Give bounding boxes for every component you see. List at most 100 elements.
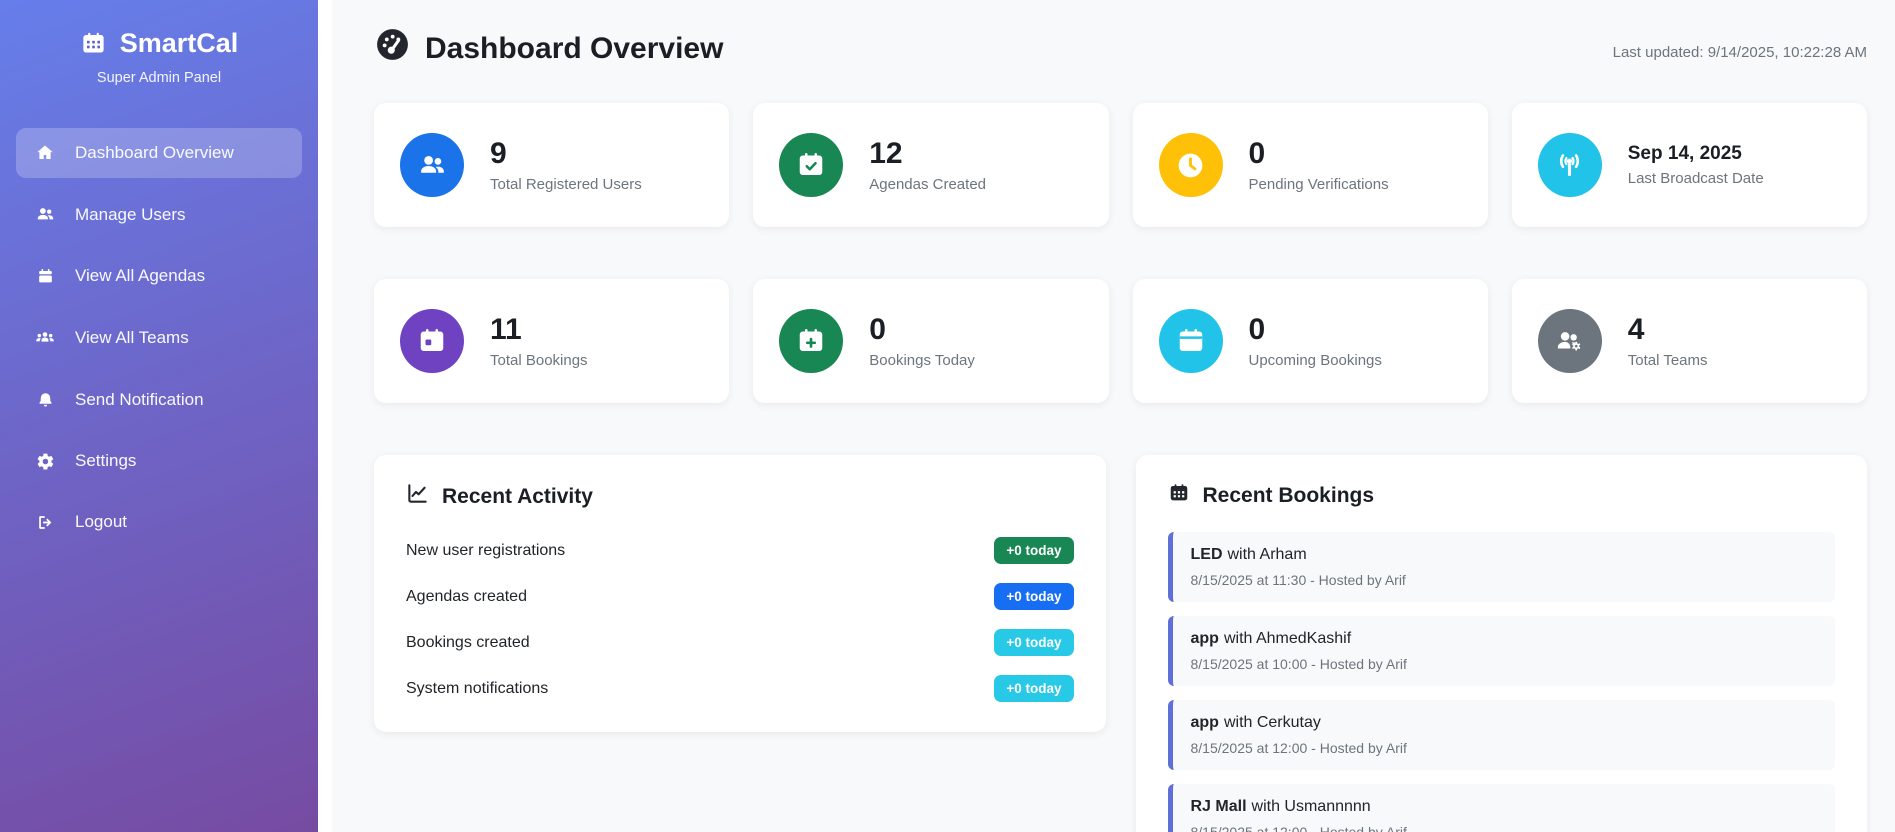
- activity-row: New user registrations +0 today: [406, 537, 1074, 564]
- stat-value: 0: [1248, 312, 1266, 346]
- sidebar-item-manage-users[interactable]: Manage Users: [16, 189, 302, 240]
- activity-label: Bookings created: [406, 633, 530, 651]
- sidebar-item-label: Send Notification: [75, 390, 204, 409]
- stat-card-upcoming-bookings: 0 Upcoming Bookings: [1132, 279, 1488, 403]
- recent-activity-title-text: Recent Activity: [442, 484, 593, 508]
- activity-row: Agendas created +0 today: [406, 583, 1074, 610]
- booking-detail: 8/15/2025 at 10:00 - Hosted by Arif: [1190, 656, 1407, 672]
- booking-name: RJ Mall: [1190, 798, 1247, 815]
- stat-card-total-registered-users: 9 Total Registered Users: [374, 103, 730, 227]
- bell-icon: [34, 391, 56, 410]
- booking-name: app: [1190, 714, 1219, 731]
- stat-label: Last Broadcast Date: [1627, 169, 1764, 187]
- stat-card-bookings-today: 0 Bookings Today: [753, 279, 1109, 403]
- booking-with: with Usmannnnn: [1251, 798, 1371, 815]
- booking-item: app with AhmedKashif 8/15/2025 at 10:00 -…: [1167, 616, 1835, 686]
- calendar-plus-icon: [779, 309, 844, 373]
- recent-activity-panel: Recent Activity New user registrations +…: [374, 455, 1106, 732]
- page-title-text: Dashboard Overview: [425, 31, 724, 65]
- booking-list: LED with Arham 8/15/2025 at 11:30 - Hoste…: [1167, 532, 1835, 832]
- broadcast-tower-icon: [1537, 133, 1602, 197]
- chart-line-icon: [406, 482, 429, 511]
- sidebar-item-dashboard-overview[interactable]: Dashboard Overview: [16, 128, 302, 178]
- activity-row: System notifications +0 today: [406, 675, 1074, 702]
- logout-icon: [34, 513, 56, 532]
- users-icon: [34, 204, 56, 225]
- sidebar-item-view-all-agendas[interactable]: View All Agendas: [16, 251, 302, 301]
- stat-card-last-broadcast-date: Sep 14, 2025 Last Broadcast Date: [1511, 103, 1867, 227]
- stat-label: Upcoming Bookings: [1248, 352, 1382, 370]
- page-header: Dashboard Overview Last updated: 9/14/20…: [374, 0, 1867, 71]
- stat-card-agendas-created: 12 Agendas Created: [753, 103, 1109, 227]
- sidebar-item-label: View All Agendas: [75, 266, 206, 285]
- booking-with: with Cerkutay: [1223, 714, 1321, 731]
- activity-badge: +0 today: [994, 537, 1074, 564]
- main-content: Dashboard Overview Last updated: 9/14/20…: [318, 0, 1895, 832]
- calendar-icon: [1158, 309, 1223, 373]
- booking-item: RJ Mall with Usmannnnn 8/15/2025 at 12:00…: [1167, 784, 1835, 832]
- calendar-icon: [34, 267, 56, 286]
- recent-activity-title: Recent Activity: [406, 482, 1074, 511]
- activity-badge: +0 today: [994, 629, 1074, 656]
- calendar-day-icon: [400, 309, 464, 373]
- stat-value: 0: [1248, 136, 1266, 170]
- sidebar-item-label: Manage Users: [75, 204, 186, 224]
- sidebar-item-label: Logout: [75, 512, 127, 531]
- sidebar-subtitle: Super Admin Panel: [96, 70, 222, 86]
- stat-label: Total Bookings: [490, 352, 588, 370]
- stat-card-pending-verifications: 0 Pending Verifications: [1132, 103, 1488, 227]
- sidebar-nav: Dashboard Overview Manage Users View All…: [0, 128, 318, 547]
- home-icon: [34, 143, 56, 163]
- app-logo: SmartCal: [0, 0, 318, 59]
- booking-item: LED with Arham 8/15/2025 at 11:30 - Hoste…: [1167, 532, 1835, 602]
- activity-label: System notifications: [406, 679, 549, 697]
- stat-card-total-teams: 4 Total Teams: [1511, 279, 1867, 403]
- stats-grid: 9 Total Registered Users 12 Agendas Crea…: [374, 103, 1867, 403]
- activity-label: Agendas created: [406, 587, 527, 605]
- stat-value: 9: [490, 136, 507, 170]
- booking-name: app: [1190, 630, 1219, 647]
- sidebar-item-settings[interactable]: Settings: [16, 436, 302, 486]
- activity-row: Bookings created +0 today: [406, 629, 1074, 656]
- sidebar-item-send-notification[interactable]: Send Notification: [16, 375, 302, 425]
- stat-value: 4: [1627, 312, 1645, 346]
- calendar-days-icon: [1168, 482, 1190, 510]
- stat-card-total-bookings: 11 Total Bookings: [374, 279, 730, 403]
- calendar-logo-icon: [80, 30, 107, 57]
- stat-value: Sep 14, 2025: [1627, 143, 1742, 165]
- recent-bookings-title-text: Recent Bookings: [1202, 484, 1375, 507]
- activity-list: New user registrations +0 today Agendas …: [406, 537, 1074, 702]
- calendar-check-icon: [779, 133, 844, 197]
- stat-value: 12: [869, 136, 903, 170]
- stat-label: Agendas Created: [869, 176, 986, 194]
- booking-with: with AhmedKashif: [1223, 630, 1352, 647]
- sidebar-item-label: Dashboard Overview: [75, 143, 234, 162]
- page-title: Dashboard Overview: [374, 26, 723, 71]
- sidebar-item-logout[interactable]: Logout: [16, 497, 302, 547]
- tachometer-icon: [374, 26, 411, 71]
- stat-label: Total Registered Users: [490, 176, 642, 194]
- gear-icon: [34, 452, 56, 471]
- stat-label: Bookings Today: [869, 352, 975, 370]
- stat-value: 11: [490, 312, 522, 346]
- activity-badge: +0 today: [994, 675, 1074, 702]
- stat-label: Total Teams: [1627, 352, 1708, 370]
- activity-label: New user registrations: [406, 541, 566, 559]
- booking-name: LED: [1190, 546, 1223, 563]
- clock-icon: [1158, 133, 1223, 197]
- booking-detail: 8/15/2025 at 11:30 - Hosted by Arif: [1190, 572, 1406, 588]
- last-updated-text: Last updated: 9/14/2025, 10:22:28 AM: [1612, 44, 1867, 61]
- booking-detail: 8/15/2025 at 12:00 - Hosted by Arif: [1190, 740, 1407, 756]
- sidebar-item-label: Settings: [75, 451, 137, 470]
- sidebar: SmartCal Super Admin Panel Dashboard Ove…: [0, 0, 318, 832]
- stat-label: Pending Verifications: [1248, 176, 1389, 194]
- sidebar-item-view-all-teams[interactable]: View All Teams: [16, 312, 302, 364]
- stat-value: 0: [869, 312, 886, 346]
- recent-bookings-title: Recent Bookings: [1168, 482, 1836, 510]
- recent-bookings-panel: Recent Bookings LED with Arham 8/15/2025 …: [1135, 455, 1867, 832]
- users-gear-icon: [1537, 309, 1602, 373]
- booking-detail: 8/15/2025 at 12:00 - Hosted by Arif: [1190, 824, 1407, 832]
- sidebar-item-label: View All Teams: [75, 328, 189, 347]
- booking-item: app with Cerkutay 8/15/2025 at 12:00 - Ho…: [1167, 700, 1835, 770]
- users-icon: [400, 133, 464, 197]
